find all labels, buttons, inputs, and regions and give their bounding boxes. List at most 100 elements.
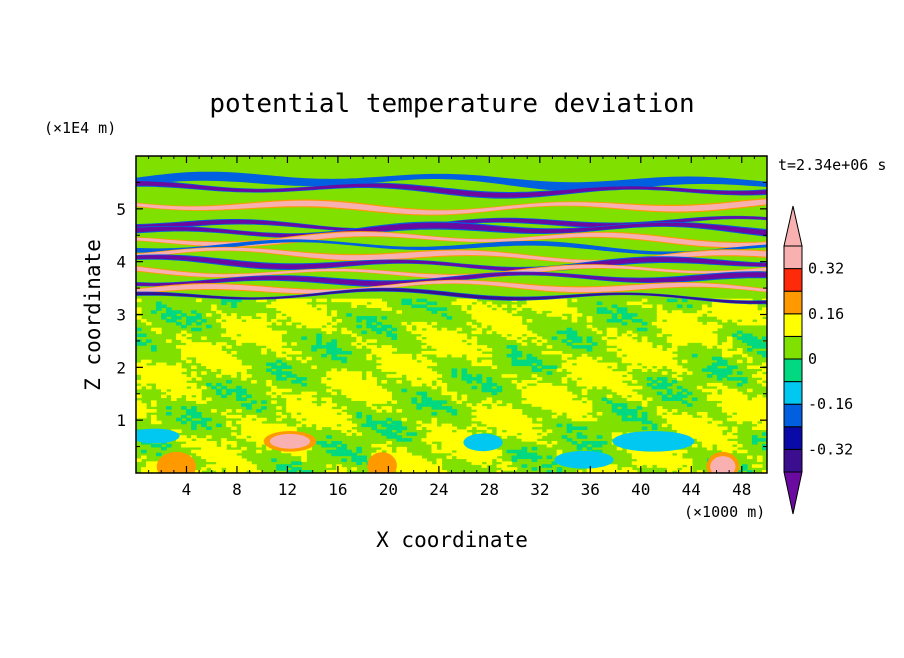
field-cell: [321, 327, 327, 332]
field-cell: [206, 449, 212, 454]
field-cell: [371, 420, 377, 425]
field-cell: [696, 313, 703, 317]
field-cell: [171, 391, 177, 396]
field-cell: [486, 313, 493, 317]
field-cell: [261, 318, 267, 323]
field-cell: [241, 461, 247, 465]
field-cell: [656, 348, 663, 352]
field-cell: [226, 353, 232, 358]
field-cell: [271, 301, 277, 306]
field-cell: [391, 455, 398, 460]
field-cell: [371, 397, 377, 401]
field-cell: [226, 359, 232, 364]
field-cell: [286, 313, 292, 317]
field-cell: [716, 382, 723, 387]
field-cell: [226, 414, 232, 419]
field-cell: [666, 313, 673, 317]
field-cell: [206, 464, 212, 468]
field-cell: [616, 403, 623, 407]
field-cell: [436, 458, 443, 462]
field-cell: [191, 420, 197, 425]
field-cell: [296, 417, 302, 422]
field-cell: [621, 371, 628, 375]
field-cell: [166, 339, 172, 343]
field-cell: [736, 310, 743, 314]
field-cell: [741, 377, 748, 381]
field-cell: [726, 310, 733, 314]
field-cell: [511, 455, 518, 460]
field-cell: [266, 330, 272, 335]
field-cell: [476, 345, 483, 349]
field-cell: [426, 307, 433, 311]
field-cell: [626, 316, 633, 320]
field-cell: [266, 380, 272, 384]
field-cell: [531, 400, 538, 404]
field-cell: [356, 318, 362, 323]
field-cell: [521, 336, 528, 340]
field-cell: [496, 452, 503, 457]
field-cell: [326, 470, 332, 473]
field-cell: [241, 417, 247, 422]
field-cell: [346, 452, 352, 457]
field-cell: [756, 318, 763, 323]
field-cell: [661, 359, 668, 364]
field-cell: [716, 310, 723, 314]
field-cell: [141, 406, 147, 410]
field-cell: [416, 391, 423, 396]
field-cell: [551, 336, 558, 340]
field-cell: [671, 324, 678, 329]
field-cell: [456, 339, 463, 343]
field-band: [136, 232, 767, 248]
field-cell: [636, 318, 643, 323]
colorbar-segment: [783, 381, 803, 405]
field-cell: [146, 359, 152, 364]
field-cell: [176, 362, 182, 367]
field-cell: [546, 391, 553, 396]
field-cell: [491, 409, 498, 413]
field-cell: [231, 461, 237, 465]
field-cell: [616, 446, 623, 451]
field-cell: [561, 397, 568, 401]
field-cell: [401, 458, 408, 462]
field-cell: [556, 391, 563, 396]
field-cell: [676, 313, 683, 317]
field-cell: [426, 400, 433, 404]
field-cell: [726, 365, 733, 369]
field-cell: [716, 359, 723, 364]
field-cell: [331, 368, 337, 372]
field-cell: [196, 342, 202, 346]
field-cell: [741, 318, 748, 323]
field-cell: [221, 342, 227, 346]
field-cell: [721, 342, 728, 346]
field-cell: [541, 307, 548, 311]
field-cell: [511, 316, 518, 320]
field-cell: [551, 307, 558, 311]
field-cell: [221, 353, 227, 358]
field-cell: [381, 394, 387, 399]
field-cell: [471, 423, 478, 428]
field-cell: [686, 336, 693, 340]
field-cell: [456, 353, 463, 358]
field-cell: [256, 435, 262, 439]
field-cell: [221, 394, 227, 399]
field-cell: [276, 345, 282, 349]
field-cell: [751, 310, 758, 314]
field-cell: [641, 321, 648, 326]
field-cell: [676, 371, 683, 375]
field-cell: [341, 443, 347, 448]
field-cell: [481, 310, 488, 314]
field-cell: [201, 353, 207, 358]
field-cell: [356, 455, 362, 460]
field-cell: [566, 411, 573, 416]
field-cell: [726, 443, 733, 448]
field-cell: [361, 455, 367, 460]
field-cell: [446, 432, 453, 436]
field-cell: [721, 350, 728, 355]
field-cell: [706, 429, 713, 433]
field-cell: [236, 467, 242, 471]
field-cell: [726, 403, 733, 407]
field-cell: [641, 452, 648, 457]
field-cell: [441, 406, 448, 410]
field-cell: [726, 449, 733, 454]
